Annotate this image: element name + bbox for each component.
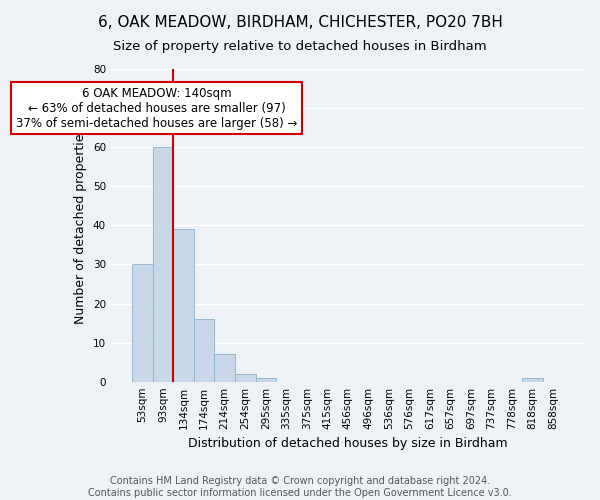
Bar: [133, 264, 153, 382]
Bar: [153, 147, 173, 382]
Text: Contains HM Land Registry data © Crown copyright and database right 2024.
Contai: Contains HM Land Registry data © Crown c…: [88, 476, 512, 498]
Bar: [194, 319, 214, 382]
X-axis label: Distribution of detached houses by size in Birdham: Distribution of detached houses by size …: [188, 437, 508, 450]
Bar: [256, 378, 276, 382]
Text: 6 OAK MEADOW: 140sqm
← 63% of detached houses are smaller (97)
37% of semi-detac: 6 OAK MEADOW: 140sqm ← 63% of detached h…: [16, 86, 297, 130]
Bar: [173, 229, 194, 382]
Bar: [523, 378, 543, 382]
Bar: [214, 354, 235, 382]
Y-axis label: Number of detached properties: Number of detached properties: [74, 127, 87, 324]
Text: 6, OAK MEADOW, BIRDHAM, CHICHESTER, PO20 7BH: 6, OAK MEADOW, BIRDHAM, CHICHESTER, PO20…: [98, 15, 502, 30]
Bar: [235, 374, 256, 382]
Text: Size of property relative to detached houses in Birdham: Size of property relative to detached ho…: [113, 40, 487, 53]
